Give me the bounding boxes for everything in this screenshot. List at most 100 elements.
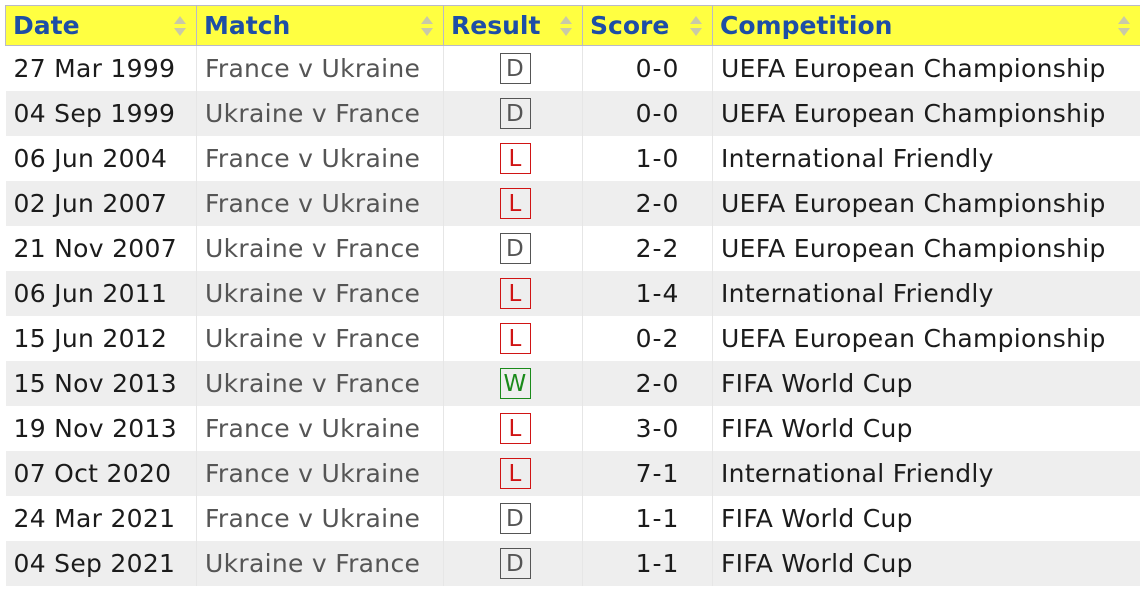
score-cell: 1-0 bbox=[582, 135, 713, 181]
result-cell: L bbox=[443, 450, 583, 496]
match-cell[interactable]: France v Ukraine bbox=[196, 135, 444, 181]
result-cell: D bbox=[443, 540, 583, 586]
result-cell: D bbox=[443, 90, 583, 136]
result-badge: L bbox=[499, 412, 531, 444]
match-cell[interactable]: Ukraine v France bbox=[196, 360, 444, 406]
sort-icon[interactable] bbox=[173, 15, 187, 37]
result-cell: L bbox=[443, 135, 583, 181]
date-cell: 07 Oct 2020 bbox=[5, 450, 197, 496]
table-row: 02 Jun 2007 France v Ukraine L 2-0 UEFA … bbox=[5, 180, 1140, 226]
table-row: 19 Nov 2013 France v Ukraine L 3-0 FIFA … bbox=[5, 405, 1140, 451]
match-cell[interactable]: France v Ukraine bbox=[196, 180, 444, 226]
sort-icon[interactable] bbox=[420, 15, 434, 37]
date-cell: 06 Jun 2011 bbox=[5, 270, 197, 316]
table-row: 06 Jun 2011 Ukraine v France L 1-4 Inter… bbox=[5, 270, 1140, 316]
date-cell: 24 Mar 2021 bbox=[5, 495, 197, 541]
competition-cell: FIFA World Cup bbox=[712, 405, 1140, 451]
date-cell: 04 Sep 1999 bbox=[5, 90, 197, 136]
result-cell: W bbox=[443, 360, 583, 406]
result-cell: D bbox=[443, 495, 583, 541]
match-cell[interactable]: Ukraine v France bbox=[196, 225, 444, 271]
result-cell: D bbox=[443, 225, 583, 271]
result-badge: L bbox=[499, 277, 531, 309]
table-row: 24 Mar 2021 France v Ukraine D 1-1 FIFA … bbox=[5, 495, 1140, 541]
competition-cell: International Friendly bbox=[712, 450, 1140, 496]
competition-cell: UEFA European Championship bbox=[712, 45, 1140, 91]
score-cell: 3-0 bbox=[582, 405, 713, 451]
match-cell[interactable]: Ukraine v France bbox=[196, 315, 444, 361]
table-body: 27 Mar 1999 France v Ukraine D 0-0 UEFA … bbox=[5, 45, 1140, 586]
score-cell: 1-4 bbox=[582, 270, 713, 316]
match-cell[interactable]: France v Ukraine bbox=[196, 450, 444, 496]
score-cell: 7-1 bbox=[582, 450, 713, 496]
result-cell: L bbox=[443, 270, 583, 316]
result-badge: D bbox=[499, 232, 531, 264]
table-row: 15 Nov 2013 Ukraine v France W 2-0 FIFA … bbox=[5, 360, 1140, 406]
sort-icon[interactable] bbox=[689, 15, 703, 37]
match-cell[interactable]: Ukraine v France bbox=[196, 540, 444, 586]
result-badge: D bbox=[499, 53, 531, 84]
date-cell: 15 Jun 2012 bbox=[5, 315, 197, 361]
score-cell: 2-2 bbox=[582, 225, 713, 271]
score-cell: 0-0 bbox=[582, 90, 713, 136]
column-header-label: Competition bbox=[720, 11, 893, 40]
date-cell: 19 Nov 2013 bbox=[5, 405, 197, 451]
column-header-label: Date bbox=[13, 11, 80, 40]
result-badge: D bbox=[499, 97, 531, 129]
date-cell: 15 Nov 2013 bbox=[5, 360, 197, 406]
result-badge: W bbox=[499, 367, 531, 399]
result-cell: D bbox=[443, 45, 583, 91]
result-badge: D bbox=[499, 547, 531, 579]
column-header-date[interactable]: Date bbox=[5, 5, 197, 46]
result-badge: L bbox=[499, 187, 531, 219]
competition-cell: UEFA European Championship bbox=[712, 180, 1140, 226]
competition-cell: FIFA World Cup bbox=[712, 540, 1140, 586]
competition-cell: FIFA World Cup bbox=[712, 360, 1140, 406]
match-cell[interactable]: France v Ukraine bbox=[196, 405, 444, 451]
result-cell: L bbox=[443, 180, 583, 226]
result-badge: L bbox=[499, 322, 531, 354]
competition-cell: International Friendly bbox=[712, 135, 1140, 181]
column-header-match[interactable]: Match bbox=[196, 5, 444, 46]
competition-cell: UEFA European Championship bbox=[712, 225, 1140, 271]
result-badge: D bbox=[499, 502, 531, 534]
competition-cell: FIFA World Cup bbox=[712, 495, 1140, 541]
date-cell: 04 Sep 2021 bbox=[5, 540, 197, 586]
score-cell: 2-0 bbox=[582, 180, 713, 226]
match-cell[interactable]: France v Ukraine bbox=[196, 495, 444, 541]
table-row: 06 Jun 2004 France v Ukraine L 1-0 Inter… bbox=[5, 135, 1140, 181]
column-header-label: Score bbox=[590, 11, 670, 40]
competition-cell: International Friendly bbox=[712, 270, 1140, 316]
results-table: Date Match Result Score bbox=[5, 5, 1140, 586]
column-header-label: Match bbox=[204, 11, 291, 40]
column-header-label: Result bbox=[451, 11, 541, 40]
score-cell: 1-1 bbox=[582, 495, 713, 541]
competition-cell: UEFA European Championship bbox=[712, 315, 1140, 361]
match-cell[interactable]: Ukraine v France bbox=[196, 270, 444, 316]
result-badge: L bbox=[499, 457, 531, 489]
result-cell: L bbox=[443, 405, 583, 451]
result-cell: L bbox=[443, 315, 583, 361]
competition-cell: UEFA European Championship bbox=[712, 90, 1140, 136]
header-row: Date Match Result Score bbox=[5, 5, 1140, 46]
match-cell[interactable]: France v Ukraine bbox=[196, 45, 444, 91]
table-row: 21 Nov 2007 Ukraine v France D 2-2 UEFA … bbox=[5, 225, 1140, 271]
result-badge: L bbox=[499, 142, 531, 174]
sort-icon[interactable] bbox=[559, 15, 573, 37]
table-row: 07 Oct 2020 France v Ukraine L 7-1 Inter… bbox=[5, 450, 1140, 496]
column-header-score[interactable]: Score bbox=[582, 5, 713, 46]
date-cell: 21 Nov 2007 bbox=[5, 225, 197, 271]
table-header: Date Match Result Score bbox=[5, 5, 1140, 46]
score-cell: 1-1 bbox=[582, 540, 713, 586]
date-cell: 02 Jun 2007 bbox=[5, 180, 197, 226]
column-header-result[interactable]: Result bbox=[443, 5, 583, 46]
date-cell: 27 Mar 1999 bbox=[5, 45, 197, 91]
table-row: 15 Jun 2012 Ukraine v France L 0-2 UEFA … bbox=[5, 315, 1140, 361]
date-cell: 06 Jun 2004 bbox=[5, 135, 197, 181]
match-cell[interactable]: Ukraine v France bbox=[196, 90, 444, 136]
score-cell: 0-0 bbox=[582, 45, 713, 91]
column-header-competition[interactable]: Competition bbox=[712, 5, 1140, 46]
table-row: 27 Mar 1999 France v Ukraine D 0-0 UEFA … bbox=[5, 45, 1140, 91]
table-row: 04 Sep 2021 Ukraine v France D 1-1 FIFA … bbox=[5, 540, 1140, 586]
sort-icon[interactable] bbox=[1117, 15, 1131, 37]
